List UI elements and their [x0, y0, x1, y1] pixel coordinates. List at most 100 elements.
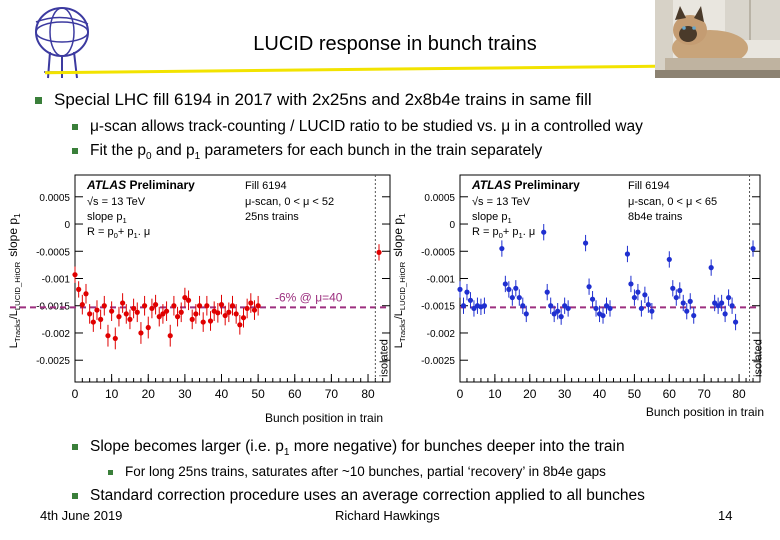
data-point [116, 314, 122, 320]
bullet-3: Standard correction procedure uses an av… [72, 487, 645, 505]
x-tick-label: 0 [457, 387, 464, 401]
data-point [712, 300, 718, 306]
data-point [215, 310, 221, 316]
data-point [376, 249, 382, 255]
x-tick-label: 10 [105, 387, 119, 401]
bullet-marker [35, 97, 42, 105]
bullet-1a-text: μ-scan allows track-counting / LUCID rat… [90, 118, 643, 135]
footer-page-number: 14 [718, 508, 733, 523]
y-tick-label: -0.0025 [36, 356, 70, 367]
chart-1: 0.00050-0.0005-0.001-0.0015-0.002-0.0025… [6, 174, 391, 401]
data-point [83, 291, 89, 297]
y-tick-label: 0.0005 [39, 193, 70, 204]
trains-label: 8b4e trains [628, 211, 683, 223]
fill-label: Fill 6194 [628, 180, 670, 192]
x-tick-label: 70 [698, 387, 712, 401]
data-point [565, 305, 571, 312]
data-point [229, 303, 236, 309]
bullet-1b: Fit the p0 and p1 parameters for each bu… [72, 142, 542, 162]
data-point [222, 312, 228, 319]
bullet-2-sub: 1 [283, 447, 290, 459]
x-tick-label: 0 [72, 387, 79, 401]
data-point [628, 281, 634, 287]
ratio-axis-label: LTracks/LLUCID_HitOR [8, 261, 22, 348]
x-tick-label: 60 [288, 387, 302, 401]
data-point [631, 294, 638, 301]
data-point [156, 314, 162, 320]
data-point [457, 286, 463, 292]
data-point [185, 297, 192, 303]
bullet-2: Slope becomes larger (i.e. p1 more negat… [72, 438, 625, 458]
bullet-marker [72, 443, 78, 450]
formula-label: R = p0+ p1. μ [472, 226, 535, 240]
data-point [218, 302, 225, 308]
data-point [207, 318, 214, 324]
data-point [134, 309, 140, 315]
data-point [98, 316, 104, 322]
data-point [240, 315, 247, 321]
data-point [642, 292, 648, 298]
data-point [237, 322, 243, 328]
data-point [582, 240, 589, 246]
slope-label: slope p1 [472, 211, 512, 225]
data-point [603, 303, 610, 309]
data-point [673, 294, 679, 301]
data-point [233, 311, 239, 317]
data-point [708, 265, 714, 271]
data-point [722, 311, 728, 317]
data-point [666, 256, 672, 263]
chart-2: 0.0005 0 -0.0005 -0.001 -0.0015 -0.002 -0.0025… [391, 174, 765, 419]
x-tick-label: 30 [178, 387, 192, 401]
data-point [200, 319, 206, 325]
data-point [649, 308, 655, 314]
data-point [109, 308, 115, 314]
formula-label: R = p0+ p1. μ [87, 226, 150, 240]
scan-label: μ-scan, 0 < μ < 52 [245, 196, 334, 208]
atlas-logo [22, 2, 97, 80]
bullet-marker [108, 469, 113, 475]
data-point [513, 285, 519, 291]
data-point [691, 312, 697, 319]
bullet-1b-pre: Fit the p [90, 142, 146, 159]
data-point [149, 305, 155, 312]
data-point [589, 296, 596, 302]
data-point [163, 308, 170, 314]
data-point [502, 281, 508, 287]
y-tick-label: 0.0005 [424, 193, 455, 204]
data-point [204, 303, 210, 309]
data-point [171, 303, 177, 309]
x-tick-label: 70 [325, 387, 339, 401]
bullet-3-text: Standard correction procedure uses an av… [90, 487, 645, 504]
y-tick-label: -0.002 [427, 329, 456, 340]
data-point [138, 330, 144, 336]
data-point [79, 302, 85, 308]
data-point [105, 333, 111, 339]
data-point [141, 303, 148, 309]
data-point [251, 307, 258, 313]
data-point [544, 289, 550, 295]
data-point [94, 307, 100, 313]
data-point [586, 284, 592, 290]
data-point [112, 335, 118, 342]
data-point [193, 311, 199, 317]
data-point [635, 289, 641, 295]
x-tick-label: 20 [523, 387, 537, 401]
data-point [719, 300, 725, 306]
bullet-1: Special LHC fill 6194 in 2017 with 2x25n… [35, 90, 592, 110]
data-point [670, 285, 676, 291]
data-point [76, 286, 82, 292]
cat-photo [655, 0, 780, 78]
data-point [680, 300, 686, 306]
data-point [464, 289, 470, 295]
bullet-marker [72, 123, 78, 130]
bullet-marker [72, 492, 78, 499]
x-tick-label: 50 [251, 387, 265, 401]
data-point [516, 294, 522, 301]
x-tick-label: 10 [488, 387, 502, 401]
y-tick-label: -0.0015 [421, 302, 455, 313]
data-point [558, 314, 564, 320]
data-point [520, 303, 526, 309]
bullet-2-post: more negative) for bunches deeper into t… [289, 438, 625, 455]
data-point [131, 305, 137, 312]
x-tick-label: 40 [593, 387, 607, 401]
